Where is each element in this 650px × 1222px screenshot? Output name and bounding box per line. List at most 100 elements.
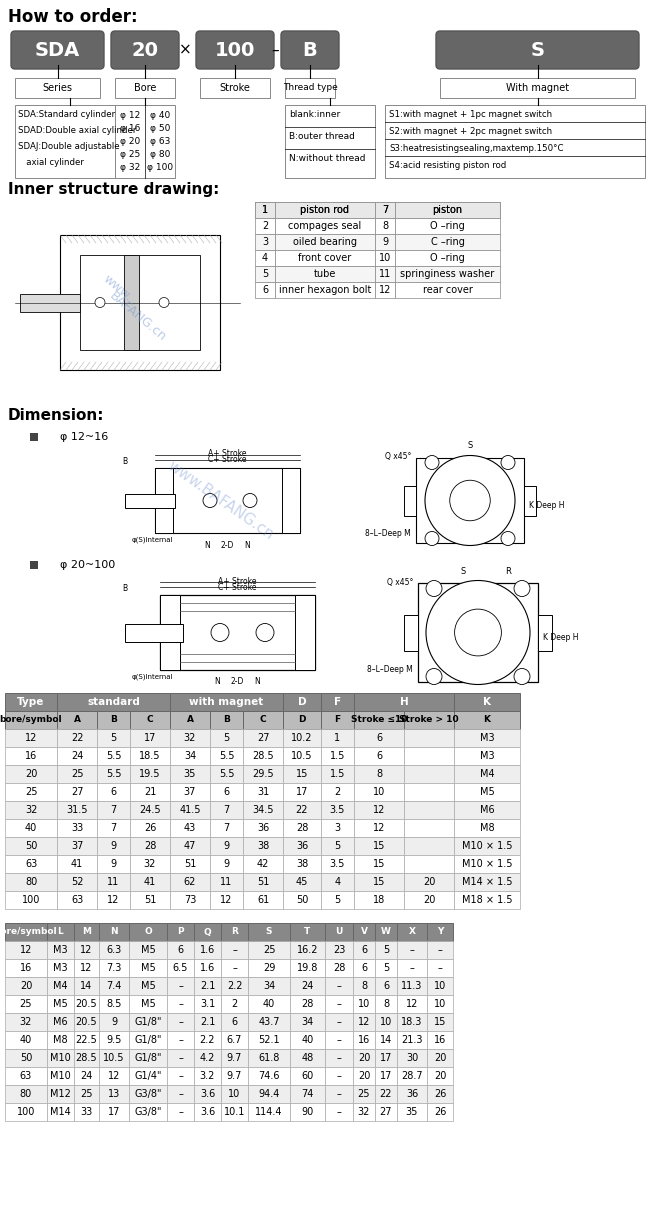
Text: 9.5: 9.5 <box>107 1035 122 1045</box>
Bar <box>20 293 80 312</box>
Bar <box>427 941 453 959</box>
Bar <box>170 855 210 873</box>
Bar <box>375 923 397 941</box>
Text: axial cylinder: axial cylinder <box>18 158 84 167</box>
Text: blank:inner: blank:inner <box>289 110 340 119</box>
Bar <box>47 923 74 941</box>
Bar <box>243 730 283 747</box>
Text: 16: 16 <box>20 963 32 973</box>
Text: G1/8": G1/8" <box>135 1035 162 1045</box>
Text: How to order:: How to order: <box>8 9 138 26</box>
Text: –: – <box>178 1070 183 1081</box>
Bar <box>404 873 454 891</box>
Text: 4.2: 4.2 <box>200 1053 215 1063</box>
Text: –: – <box>271 43 279 57</box>
Text: 34.5: 34.5 <box>252 805 274 815</box>
Text: 1: 1 <box>335 733 341 743</box>
Bar <box>283 891 321 909</box>
Bar <box>397 1085 427 1103</box>
Bar <box>353 1048 375 1067</box>
Bar <box>427 1048 453 1067</box>
Text: 24.5: 24.5 <box>139 805 161 815</box>
Bar <box>170 837 210 855</box>
Text: 10.5: 10.5 <box>103 1053 125 1063</box>
Text: M14 × 1.5: M14 × 1.5 <box>462 877 512 887</box>
Bar <box>375 1085 397 1103</box>
Bar <box>243 873 283 891</box>
Text: 10: 10 <box>373 787 385 797</box>
Text: φ 12: φ 12 <box>120 111 140 120</box>
Bar <box>57 891 97 909</box>
Text: K: K <box>483 697 491 708</box>
Bar <box>97 837 130 855</box>
Bar <box>538 615 552 650</box>
Text: N: N <box>255 677 261 687</box>
Text: T: T <box>304 927 311 936</box>
Text: 17: 17 <box>380 1053 392 1063</box>
Text: SDA: SDA <box>35 40 80 60</box>
Text: 9: 9 <box>224 841 229 851</box>
Bar <box>170 747 210 765</box>
Text: 28.7: 28.7 <box>401 1070 423 1081</box>
Text: 37: 37 <box>184 787 196 797</box>
Bar <box>99 1103 129 1121</box>
Bar <box>5 923 47 941</box>
Bar <box>325 978 353 995</box>
Text: H: H <box>400 697 408 708</box>
Bar <box>283 693 321 711</box>
Bar <box>353 1031 375 1048</box>
Text: 7: 7 <box>224 805 229 815</box>
Text: 12: 12 <box>107 895 120 906</box>
Text: piston: piston <box>432 205 463 215</box>
Bar <box>5 941 47 959</box>
Bar <box>321 693 354 711</box>
Bar <box>454 873 520 891</box>
Text: 10.2: 10.2 <box>291 733 313 743</box>
Text: B: B <box>223 716 230 725</box>
Bar <box>5 747 57 765</box>
Bar <box>290 978 325 995</box>
Bar <box>210 800 243 819</box>
Text: 5: 5 <box>383 945 389 956</box>
Bar <box>210 783 243 800</box>
Bar <box>221 941 248 959</box>
Text: M5: M5 <box>140 1000 155 1009</box>
Text: Thread type: Thread type <box>283 83 337 93</box>
Bar <box>194 941 221 959</box>
Bar <box>221 978 248 995</box>
Text: F: F <box>334 697 341 708</box>
Text: Q: Q <box>203 927 211 936</box>
Text: 36: 36 <box>257 822 269 833</box>
Text: –: – <box>410 963 415 973</box>
Text: 28: 28 <box>296 822 308 833</box>
Text: 94.4: 94.4 <box>258 1089 280 1099</box>
Text: 21: 21 <box>144 787 156 797</box>
Text: 18.5: 18.5 <box>139 752 161 761</box>
Text: 3: 3 <box>335 822 341 833</box>
Text: Inner structure drawing:: Inner structure drawing: <box>8 182 220 197</box>
Text: M10: M10 <box>50 1070 71 1081</box>
Bar <box>375 1103 397 1121</box>
Bar <box>5 855 57 873</box>
Text: M5: M5 <box>140 945 155 956</box>
Text: 12: 12 <box>108 1070 120 1081</box>
Text: A: A <box>187 716 194 725</box>
Text: 33: 33 <box>71 822 83 833</box>
Bar <box>404 765 454 783</box>
Text: 5.5: 5.5 <box>219 769 234 778</box>
Text: 17: 17 <box>144 733 156 743</box>
Text: C+ Stroke: C+ Stroke <box>208 456 247 464</box>
Bar <box>395 266 500 282</box>
Bar <box>440 78 635 98</box>
Bar <box>321 873 354 891</box>
Bar <box>99 923 129 941</box>
Text: φ 50: φ 50 <box>150 123 170 133</box>
Text: springiness washer: springiness washer <box>400 269 495 279</box>
Text: 12: 12 <box>379 285 391 295</box>
Text: 31.5: 31.5 <box>66 805 88 815</box>
Circle shape <box>256 623 274 642</box>
Text: 1: 1 <box>262 205 268 215</box>
Text: M5: M5 <box>140 963 155 973</box>
Bar <box>404 837 454 855</box>
Bar <box>5 730 57 747</box>
